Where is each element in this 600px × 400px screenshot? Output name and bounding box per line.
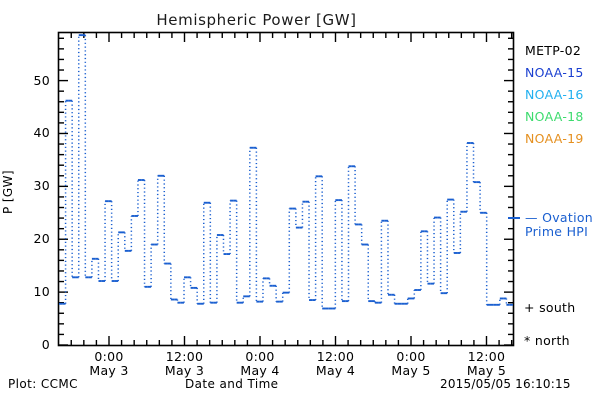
ovation-legend-line1: — Ovation <box>525 210 594 225</box>
x-tick-label: 12:00 May 3 <box>164 349 205 378</box>
ovation-legend-line2: Prime HPI <box>525 224 589 239</box>
legend-item-noaa-19: NOAA-19 <box>525 131 584 146</box>
ovation-legend-label: — Ovation Prime HPI <box>525 211 593 239</box>
marker-legend-south: + south <box>524 300 575 315</box>
page-title: Hemispheric Power [GW] <box>156 11 357 29</box>
y-tick-label: 0 <box>41 337 50 352</box>
marker-legend-north: * north <box>524 333 570 348</box>
legend-item-noaa-18: NOAA-18 <box>525 109 584 124</box>
timestamp: 2015/05/05 16:10:15 <box>440 377 571 391</box>
y-tick-label: 40 <box>33 125 50 141</box>
x-tick-label: 0:00 May 4 <box>240 349 280 378</box>
legend-item-noaa-15: NOAA-15 <box>525 65 584 80</box>
x-tick-label: 0:00 May 5 <box>391 349 431 378</box>
ovation-legend-line-sample <box>508 217 520 219</box>
north-marker-icon: * <box>524 333 531 348</box>
y-tick-label: 20 <box>33 231 50 247</box>
y-tick-label: 10 <box>33 284 50 300</box>
x-tick-label: 12:00 May 4 <box>315 349 356 378</box>
y-tick-label: 30 <box>33 178 50 194</box>
x-axis-label: Date and Time <box>185 377 279 391</box>
x-tick-label: 12:00 May 5 <box>466 349 507 378</box>
y-tick-label: 50 <box>33 72 50 88</box>
legend-item-noaa-16: NOAA-16 <box>525 87 584 102</box>
north-marker-label: north <box>534 333 570 348</box>
axes-frame <box>57 31 515 347</box>
x-tick-label: 0:00 May 3 <box>89 349 129 378</box>
data-series-ovation-prime-hpi <box>59 34 513 310</box>
south-marker-label: south <box>539 300 576 315</box>
legend-item-metp-02: METP-02 <box>525 43 582 58</box>
y-axis-ticks <box>59 37 513 346</box>
x-axis-ticks <box>70 33 513 345</box>
plot-credit: Plot: CCMC <box>8 377 78 391</box>
south-marker-icon: + <box>524 300 535 315</box>
